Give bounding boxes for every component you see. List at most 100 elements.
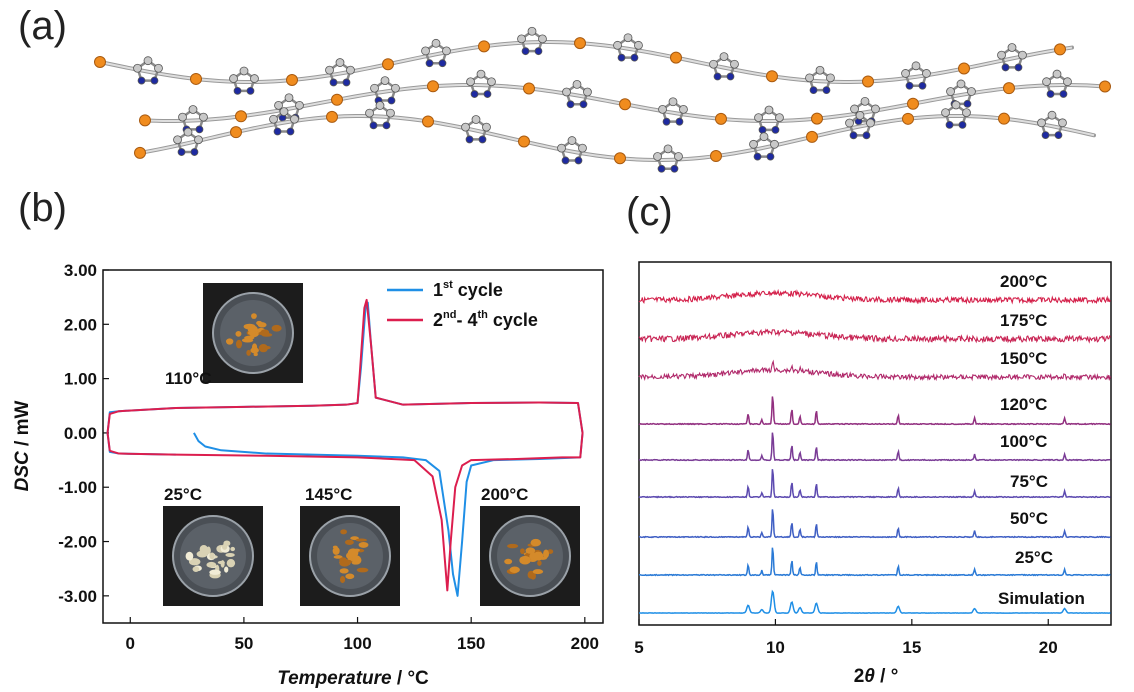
nitrogen-atom (470, 90, 479, 98)
nitrogen-atom (465, 135, 474, 144)
dish-crystal (525, 547, 536, 554)
carbon-atom (770, 139, 779, 149)
nitrogen-atom (329, 78, 338, 87)
carbon-atom (754, 113, 763, 122)
metal-atom (518, 135, 530, 148)
pxrd-line (638, 469, 1111, 499)
dish-crystal (246, 349, 251, 356)
dish-crystal (350, 536, 359, 541)
metal-atom (1054, 43, 1066, 56)
pxrd-line (638, 288, 1111, 305)
metal-atom (190, 72, 202, 85)
pxrd-series-label: 50°C (1010, 509, 1048, 528)
dish-crystal (192, 566, 200, 572)
metal-atom (523, 82, 535, 95)
nitrogen-atom (566, 100, 575, 109)
carbon-atom (199, 112, 208, 122)
carbon-atom (572, 80, 582, 89)
nitrogen-atom (286, 127, 295, 136)
carbon-atom (295, 100, 304, 110)
carbon-atom (370, 83, 379, 93)
nitrogen-atom (726, 72, 735, 81)
carbon-atom (826, 73, 835, 83)
pxrd-series-label: 100°C (1000, 432, 1047, 451)
metal-atom (998, 112, 1010, 125)
dish-crystal (196, 550, 208, 558)
dsc-x-tick-label: 100 (343, 634, 371, 653)
carbon-atom (346, 65, 355, 75)
dish-crystal (332, 546, 340, 555)
metal-atom (710, 150, 722, 163)
dsc-y-tick-label: 2.00 (64, 315, 97, 334)
metal-atom (235, 110, 247, 123)
carbon-atom (143, 56, 153, 66)
pxrd-series-label: 150°C (1000, 349, 1047, 368)
nitrogen-atom (483, 90, 492, 98)
metal-atom (907, 97, 919, 110)
temperature-annotation: 200°C (481, 485, 528, 504)
carbon-atom (1007, 43, 1017, 52)
dish-crystal (261, 332, 273, 337)
nitrogen-atom (617, 53, 626, 62)
nitrogen-atom (561, 156, 570, 165)
dsc-x-tick-label: 0 (126, 634, 135, 653)
carbon-atom (365, 108, 374, 118)
dish-crystal (358, 542, 369, 548)
nitrogen-atom (958, 120, 967, 129)
metal-atom (766, 70, 778, 83)
carbon-atom (941, 108, 950, 118)
carbon-atom (911, 61, 921, 71)
pxrd-series-label: Simulation (998, 589, 1085, 608)
pxrd-chart: 5 10 15 20 200°C 175°C 150°C 120°C 100°C 75°C 50°… (634, 261, 1112, 687)
carbon-atom (133, 63, 142, 73)
carbon-atom (962, 108, 971, 118)
dsc-y-tick-label: 3.00 (64, 261, 97, 280)
pxrd-series-label: 25°C (1015, 548, 1053, 567)
nitrogen-atom (1046, 90, 1055, 98)
carbon-atom (1058, 118, 1067, 128)
dish-crystal (251, 343, 258, 351)
chain-bond-highlight (99, 41, 1073, 83)
carbon-atom (730, 59, 739, 69)
metal-atom (139, 114, 151, 127)
dish-crystal (235, 339, 243, 349)
carbon-atom (815, 65, 825, 75)
dsc-chart: 0 50 100 150 200 3.00 2.00 1.00 0.00 -1.00 -2.00 -3… (12, 261, 604, 689)
metal-atom (614, 152, 626, 165)
dish-crystal (519, 555, 531, 565)
carbon-atom (391, 83, 400, 93)
carbon-atom (442, 46, 451, 56)
carbon-atom (431, 38, 441, 48)
dish-crystal (530, 538, 542, 547)
carbon-atom (922, 69, 931, 78)
dish-crystal (349, 553, 355, 558)
carbon-atom (1042, 77, 1051, 87)
carbon-atom (956, 79, 966, 89)
dish-crystal (217, 560, 225, 565)
dish-crystal (543, 549, 550, 559)
dish-crystal (226, 558, 236, 568)
dish-crystal (339, 568, 349, 574)
nitrogen-atom (1054, 131, 1063, 139)
nitrogen-atom (657, 164, 666, 173)
carbon-atom (663, 144, 673, 154)
pxrd-series-labels: 200°C 175°C 150°C 120°C 100°C 75°C 50°C 25°C Sim… (998, 272, 1085, 608)
carbon-atom (517, 34, 526, 44)
dsc-legend: 1st cycle 2nd- 4th cycle (387, 279, 538, 330)
temperature-annotation: 25°C (164, 485, 202, 504)
dish-crystal (271, 324, 282, 332)
carbon-atom (623, 33, 633, 43)
carbon-atom (325, 65, 334, 75)
nitrogen-atom (246, 86, 255, 95)
carbon-atom (274, 100, 283, 110)
nitrogen-atom (822, 86, 831, 95)
metal-atom (862, 75, 874, 88)
carbon-atom (466, 77, 475, 87)
carbon-atom (967, 87, 976, 96)
carbon-atom (653, 152, 662, 161)
carbon-atom (679, 104, 688, 114)
carbon-atom (709, 59, 718, 69)
dish-crystal (339, 575, 346, 584)
nitrogen-atom (273, 127, 282, 136)
dish-crystal (352, 555, 361, 562)
